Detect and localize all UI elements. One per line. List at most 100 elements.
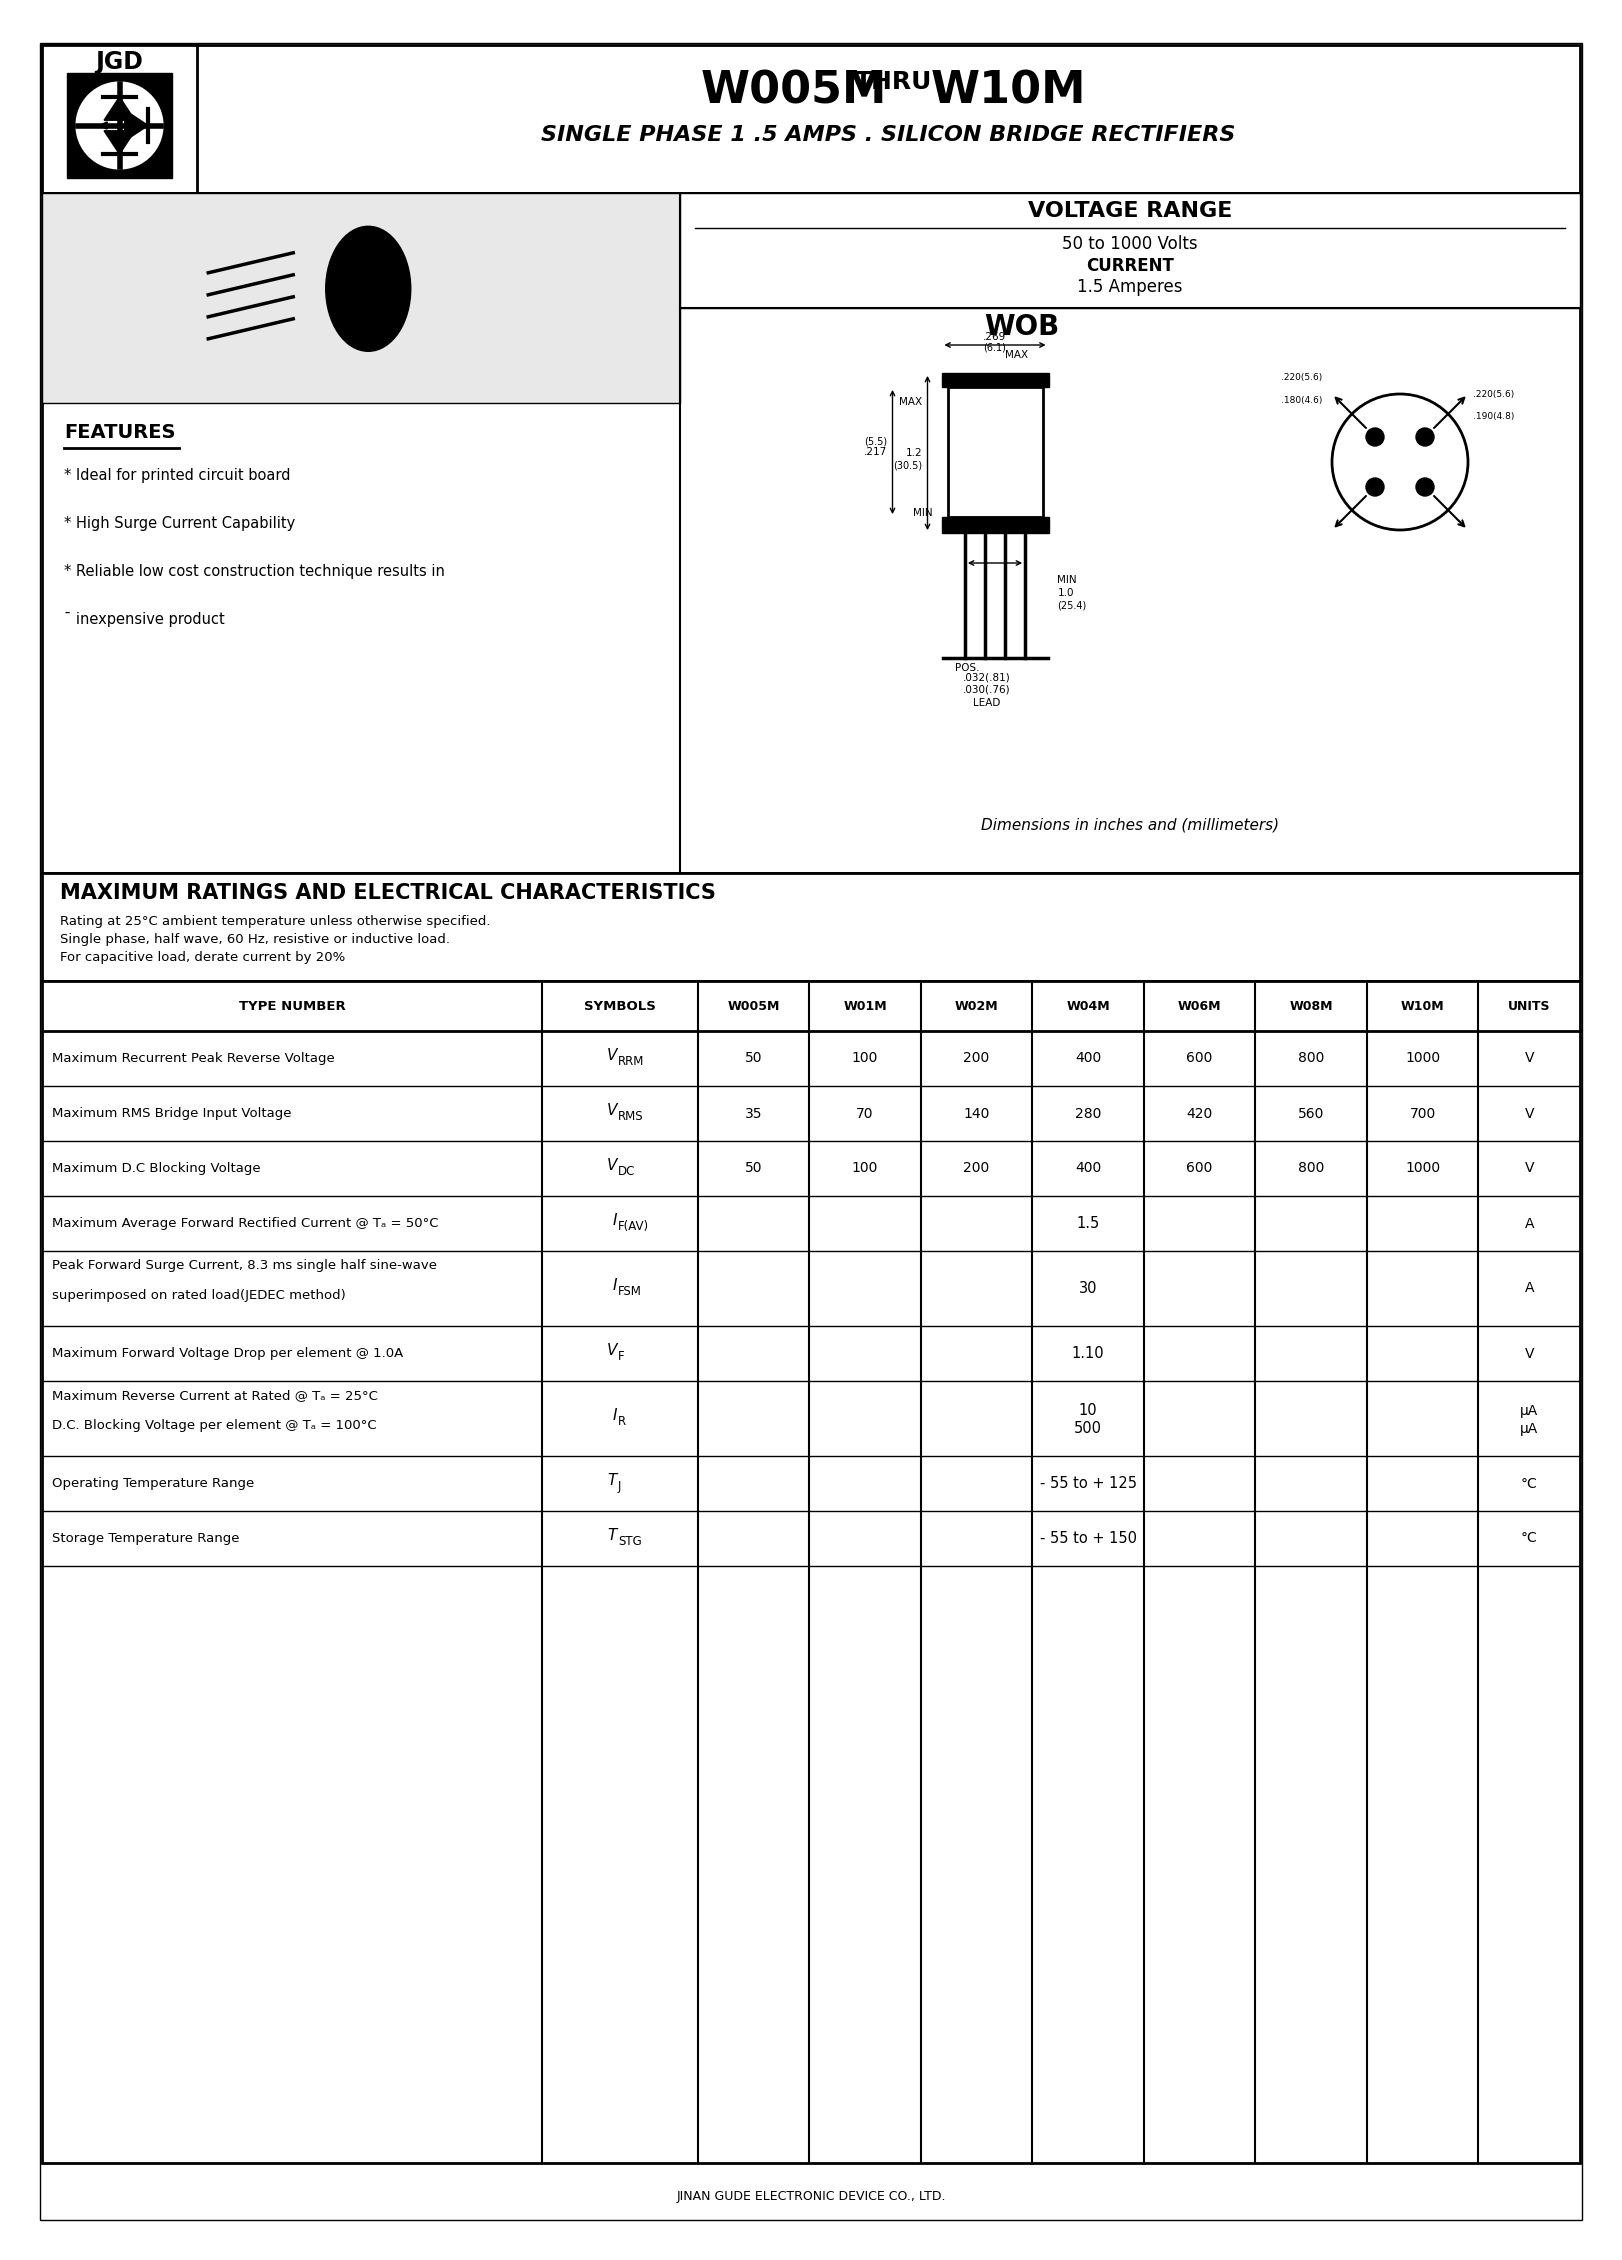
Bar [67, 72, 172, 179]
Bar [680, 192, 1580, 307]
Text: (5.5): (5.5) [865, 436, 887, 447]
Text: 600: 600 [1186, 1051, 1213, 1064]
Polygon shape [104, 131, 135, 154]
Circle shape [1416, 479, 1434, 495]
Text: .190(4.8): .190(4.8) [1473, 411, 1515, 420]
Text: W10M: W10M [931, 70, 1087, 113]
Text: V: V [607, 1157, 616, 1173]
Text: 100: 100 [852, 1051, 878, 1064]
Text: - 55 to + 150: - 55 to + 150 [1040, 1530, 1137, 1546]
Text: W005M: W005M [727, 999, 780, 1012]
Text: 200: 200 [963, 1051, 989, 1064]
Text: 50: 50 [744, 1162, 762, 1175]
Text: MAX: MAX [1006, 350, 1028, 359]
Text: .217: .217 [865, 447, 887, 457]
Text: V: V [1525, 1162, 1534, 1175]
Text: T: T [608, 1528, 616, 1544]
Text: 800: 800 [1298, 1051, 1324, 1064]
Text: V: V [607, 1342, 616, 1358]
Text: J: J [618, 1480, 621, 1494]
Text: W01M: W01M [843, 999, 887, 1012]
Text: 1.10: 1.10 [1072, 1347, 1105, 1361]
Text: 70: 70 [856, 1107, 874, 1121]
Text: 50 to 1000 Volts: 50 to 1000 Volts [1062, 235, 1197, 253]
Text: W04M: W04M [1066, 999, 1109, 1012]
Bar [42, 872, 1580, 981]
Text: T: T [608, 1474, 616, 1487]
Text: μA: μA [1520, 1403, 1538, 1417]
Text: °C: °C [1521, 1532, 1538, 1546]
Text: Maximum RMS Bridge Input Voltage: Maximum RMS Bridge Input Voltage [52, 1107, 292, 1121]
Text: 100: 100 [852, 1162, 878, 1175]
Text: LEAD: LEAD [973, 698, 1001, 707]
Text: MIN: MIN [1058, 574, 1077, 585]
Text: (25.4): (25.4) [1058, 601, 1087, 610]
Text: 400: 400 [1075, 1162, 1101, 1175]
Text: THRU: THRU [855, 70, 933, 95]
Text: 30: 30 [1079, 1281, 1098, 1295]
Text: A: A [1525, 1281, 1534, 1295]
Text: For capacitive load, derate current by 20%: For capacitive load, derate current by 2… [60, 951, 345, 965]
Text: .032(.81): .032(.81) [963, 673, 1011, 683]
Bar [42, 45, 196, 192]
Text: 560: 560 [1298, 1107, 1324, 1121]
Text: F(AV): F(AV) [618, 1220, 649, 1234]
Text: Maximum Forward Voltage Drop per element @ 1.0A: Maximum Forward Voltage Drop per element… [52, 1347, 404, 1361]
Text: μA: μA [1520, 1422, 1538, 1435]
Text: 50: 50 [744, 1051, 762, 1064]
Bar [941, 518, 1048, 533]
Bar [42, 45, 1580, 192]
Text: V: V [607, 1049, 616, 1062]
Text: .180(4.6): .180(4.6) [1281, 396, 1322, 405]
Bar [42, 192, 1580, 872]
Text: V: V [1525, 1051, 1534, 1064]
Text: Maximum Reverse Current at Rated @ Tₐ = 25°C: Maximum Reverse Current at Rated @ Tₐ = … [52, 1390, 378, 1401]
Text: JINAN GUDE ELECTRONIC DEVICE CO., LTD.: JINAN GUDE ELECTRONIC DEVICE CO., LTD. [676, 2190, 946, 2204]
Text: 800: 800 [1298, 1162, 1324, 1175]
Text: 700: 700 [1410, 1107, 1435, 1121]
Bar [947, 386, 1043, 518]
Text: W005M: W005M [701, 70, 887, 113]
Circle shape [1366, 479, 1384, 495]
Text: W06M: W06M [1178, 999, 1221, 1012]
Text: F: F [618, 1349, 624, 1363]
Circle shape [75, 81, 164, 170]
Text: JGD: JGD [96, 50, 143, 75]
Polygon shape [125, 111, 148, 140]
Text: 10: 10 [1079, 1403, 1098, 1417]
Text: RMS: RMS [618, 1110, 644, 1123]
Text: Maximum Average Forward Rectified Current @ Tₐ = 50°C: Maximum Average Forward Rectified Curren… [52, 1216, 438, 1229]
Polygon shape [104, 97, 135, 120]
Text: 280: 280 [1075, 1107, 1101, 1121]
Text: RRM: RRM [618, 1055, 644, 1069]
Text: superimposed on rated load(JEDEC method): superimposed on rated load(JEDEC method) [52, 1288, 345, 1302]
Text: .269: .269 [983, 332, 1007, 341]
Text: UNITS: UNITS [1508, 999, 1551, 1012]
Text: CURRENT: CURRENT [1087, 258, 1174, 276]
Text: FEATURES: FEATURES [63, 423, 175, 443]
Text: Peak Forward Surge Current, 8.3 ms single half sine-wave: Peak Forward Surge Current, 8.3 ms singl… [52, 1259, 436, 1272]
Text: 35: 35 [744, 1107, 762, 1121]
Text: - 55 to + 125: - 55 to + 125 [1040, 1476, 1137, 1492]
Text: V: V [607, 1103, 616, 1119]
Text: SYMBOLS: SYMBOLS [584, 999, 655, 1012]
Text: 500: 500 [1074, 1422, 1101, 1435]
Text: 1000: 1000 [1405, 1162, 1440, 1175]
Text: W02M: W02M [955, 999, 999, 1012]
Text: 400: 400 [1075, 1051, 1101, 1064]
Text: V: V [1525, 1107, 1534, 1121]
Bar [941, 373, 1048, 386]
Text: Maximum D.C Blocking Voltage: Maximum D.C Blocking Voltage [52, 1162, 261, 1175]
Text: R: R [618, 1415, 626, 1428]
Text: ¯ inexpensive product: ¯ inexpensive product [63, 612, 225, 626]
Text: D.C. Blocking Voltage per element @ Tₐ = 100°C: D.C. Blocking Voltage per element @ Tₐ =… [52, 1419, 376, 1433]
Text: VOLTAGE RANGE: VOLTAGE RANGE [1028, 201, 1233, 221]
Text: WOB: WOB [985, 312, 1059, 341]
Text: I: I [613, 1408, 616, 1424]
Text: STG: STG [618, 1535, 642, 1548]
Text: 420: 420 [1186, 1107, 1213, 1121]
Bar [42, 981, 1580, 2163]
Text: 1.2: 1.2 [905, 447, 923, 459]
Text: MIN: MIN [913, 508, 933, 518]
Ellipse shape [326, 226, 410, 350]
